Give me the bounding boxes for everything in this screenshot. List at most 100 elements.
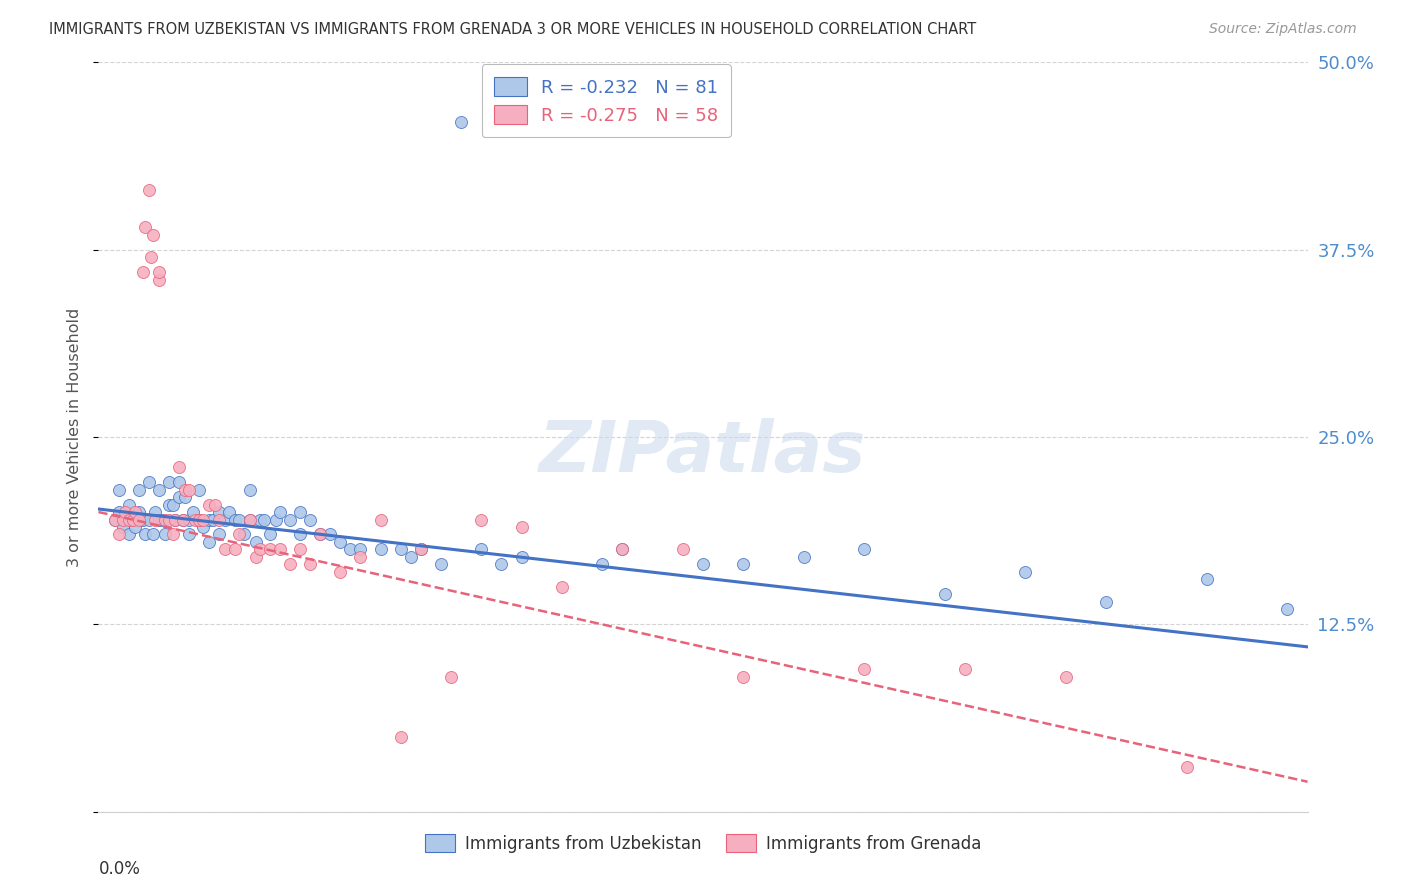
Point: [214, 512, 236, 526]
Point: [329, 565, 352, 579]
Point: [370, 512, 392, 526]
Point: [228, 527, 250, 541]
Point: [188, 512, 211, 526]
Point: [120, 512, 142, 526]
Point: [309, 527, 332, 541]
Point: [163, 512, 186, 526]
Point: [124, 520, 146, 534]
Point: [1014, 565, 1036, 579]
Point: [107, 527, 129, 541]
Point: [143, 505, 166, 519]
Point: [399, 549, 422, 564]
Point: [853, 662, 876, 676]
Point: [138, 512, 160, 526]
Point: [612, 542, 634, 557]
Point: [107, 505, 129, 519]
Point: [430, 558, 453, 572]
Point: [174, 490, 197, 504]
Point: [148, 265, 170, 279]
Point: [672, 542, 695, 557]
Point: [288, 505, 311, 519]
Text: 0.0%: 0.0%: [98, 861, 141, 879]
Point: [224, 512, 246, 526]
Point: [107, 483, 129, 497]
Point: [148, 512, 170, 526]
Point: [269, 505, 291, 519]
Point: [239, 512, 262, 526]
Point: [245, 535, 267, 549]
Point: [232, 527, 254, 541]
Point: [121, 512, 143, 526]
Point: [128, 505, 150, 519]
Point: [179, 512, 201, 526]
Point: [181, 505, 204, 519]
Point: [198, 512, 221, 526]
Point: [491, 558, 513, 572]
Point: [510, 520, 533, 534]
Point: [214, 542, 236, 557]
Point: [153, 512, 176, 526]
Point: [172, 512, 194, 526]
Point: [1095, 595, 1118, 609]
Point: [157, 475, 180, 489]
Point: [114, 505, 136, 519]
Point: [163, 512, 186, 526]
Point: [349, 542, 371, 557]
Point: [184, 512, 207, 526]
Point: [349, 549, 371, 564]
Point: [510, 549, 533, 564]
Point: [450, 115, 472, 129]
Point: [202, 512, 225, 526]
Point: [138, 183, 160, 197]
Point: [162, 498, 184, 512]
Point: [118, 527, 141, 541]
Point: [953, 662, 976, 676]
Point: [208, 505, 231, 519]
Point: [124, 505, 146, 519]
Point: [339, 542, 361, 557]
Point: [470, 542, 492, 557]
Point: [162, 527, 184, 541]
Point: [319, 527, 342, 541]
Point: [218, 505, 240, 519]
Point: [111, 512, 134, 526]
Point: [1277, 602, 1299, 616]
Point: [299, 512, 322, 526]
Point: [245, 549, 267, 564]
Point: [139, 250, 162, 264]
Point: [128, 512, 150, 526]
Point: [167, 490, 190, 504]
Point: [733, 558, 755, 572]
Point: [389, 542, 412, 557]
Point: [167, 475, 190, 489]
Point: [134, 220, 156, 235]
Point: [278, 558, 301, 572]
Point: [111, 520, 134, 534]
Point: [198, 535, 221, 549]
Point: [153, 527, 176, 541]
Point: [253, 512, 276, 526]
Point: [440, 670, 463, 684]
Point: [612, 542, 634, 557]
Point: [128, 483, 150, 497]
Point: [103, 512, 125, 526]
Point: [1054, 670, 1077, 684]
Point: [193, 520, 215, 534]
Point: [143, 512, 166, 526]
Point: [188, 512, 211, 526]
Point: [134, 527, 156, 541]
Point: [288, 542, 311, 557]
Legend: Immigrants from Uzbekistan, Immigrants from Grenada: Immigrants from Uzbekistan, Immigrants f…: [418, 828, 988, 860]
Point: [470, 512, 492, 526]
Point: [132, 512, 155, 526]
Point: [370, 542, 392, 557]
Point: [934, 587, 956, 601]
Point: [692, 558, 714, 572]
Point: [142, 527, 165, 541]
Point: [264, 512, 287, 526]
Point: [259, 542, 281, 557]
Point: [409, 542, 432, 557]
Point: [167, 460, 190, 475]
Point: [591, 558, 613, 572]
Point: [1195, 573, 1218, 587]
